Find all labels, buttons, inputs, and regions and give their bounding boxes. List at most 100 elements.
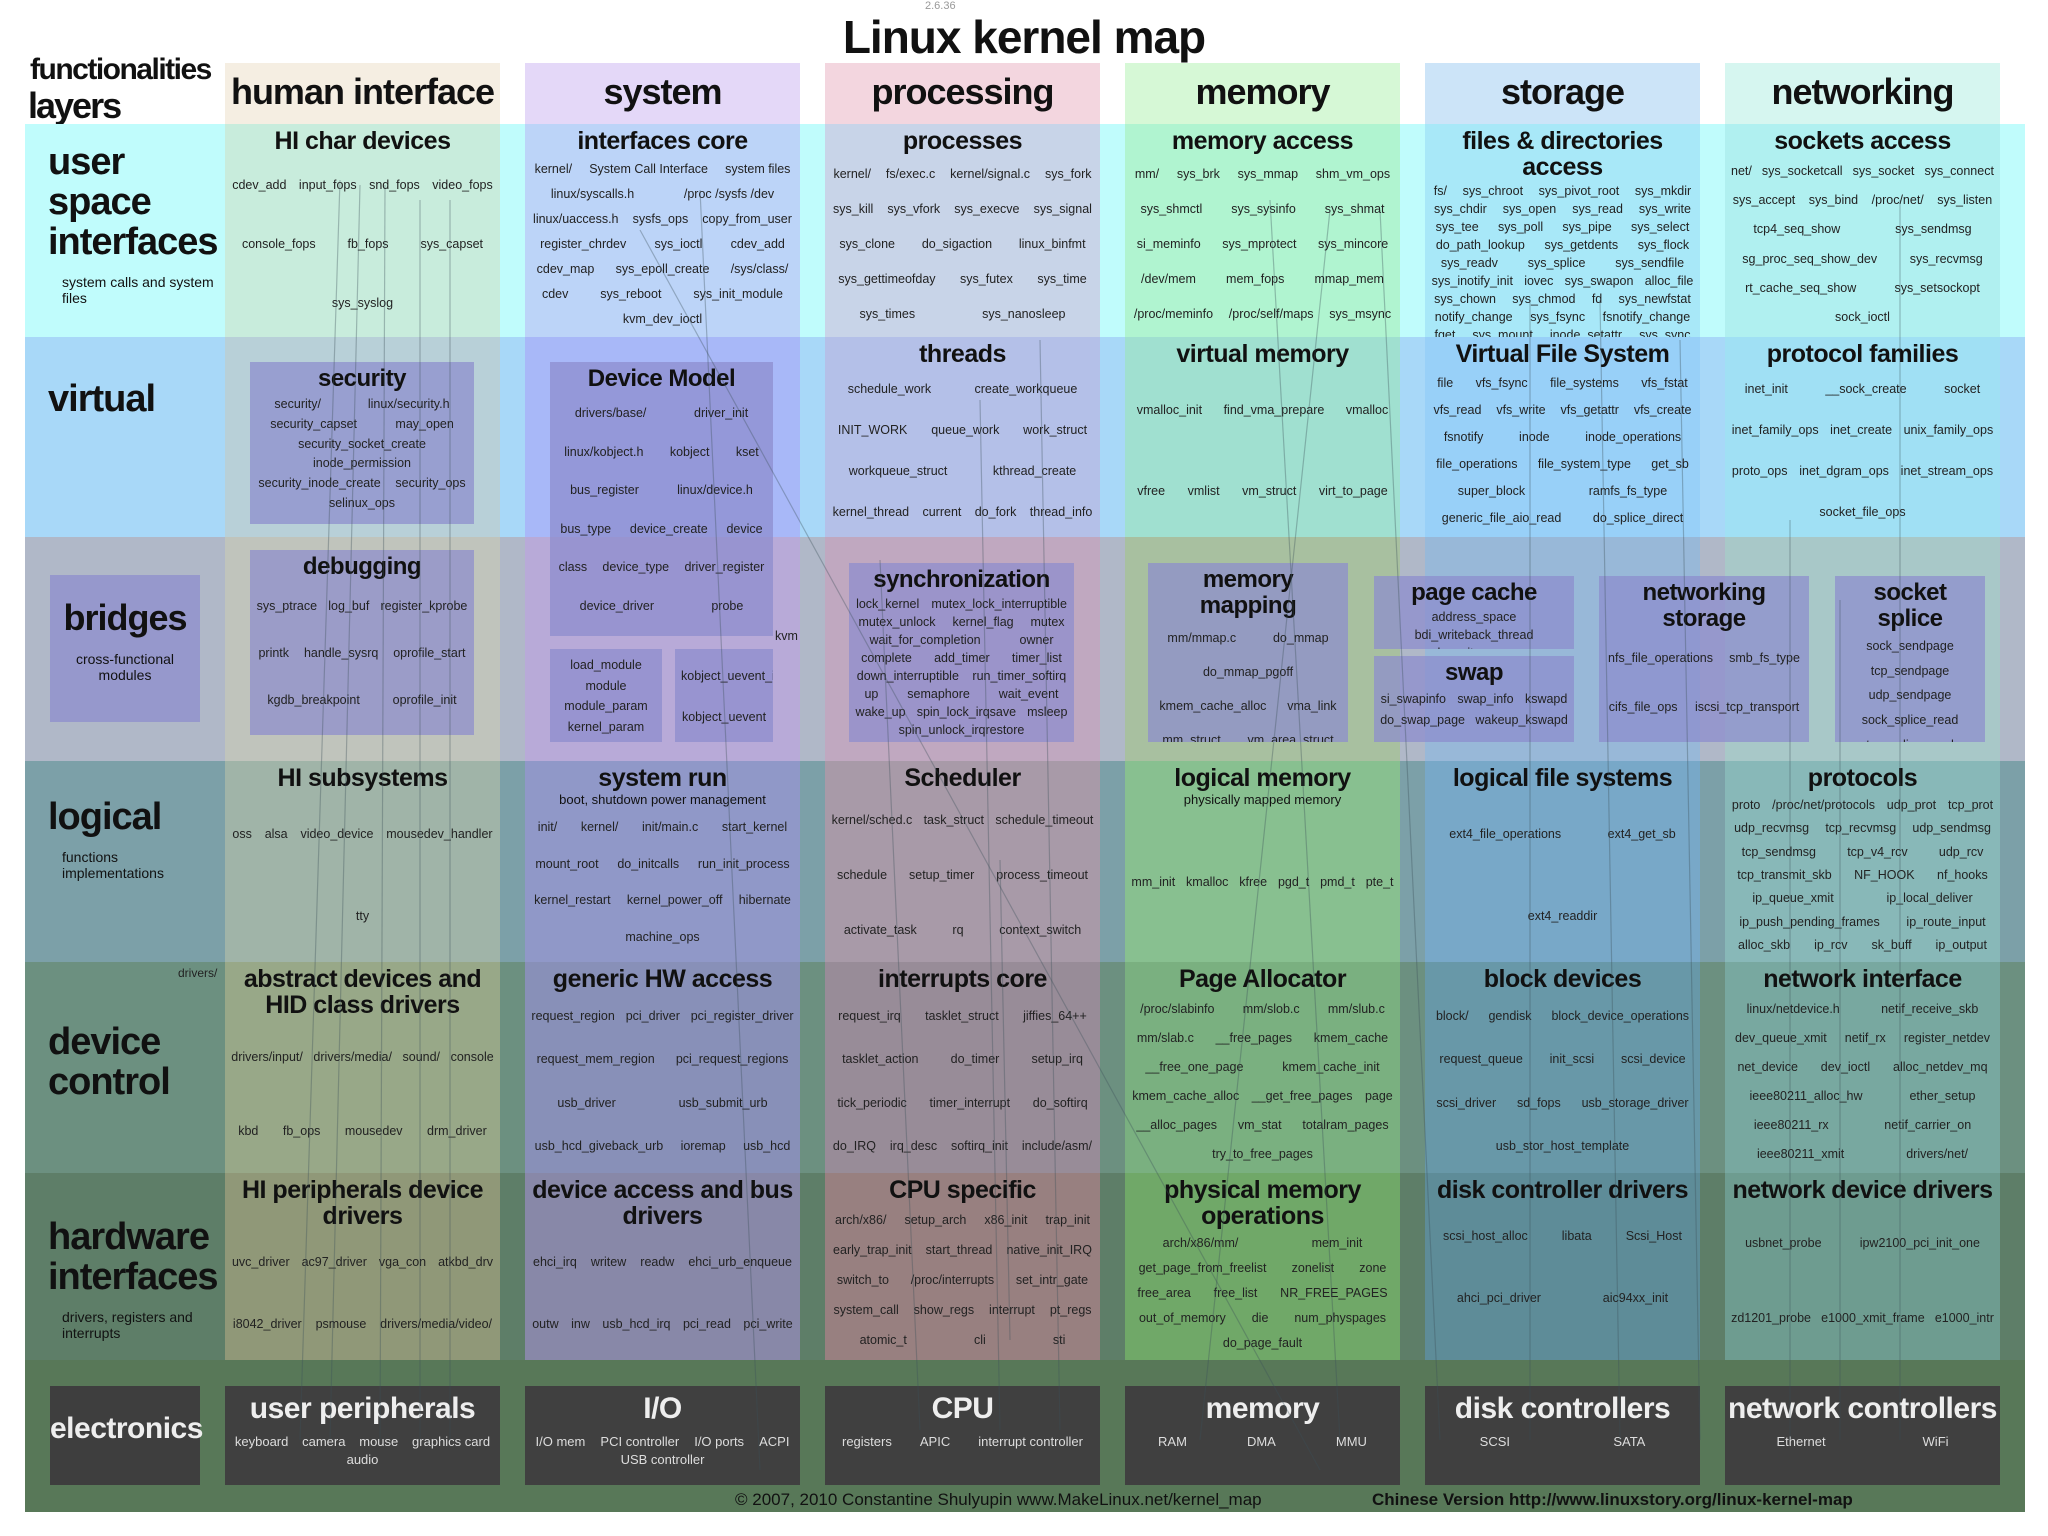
kernel-symbol: ip_output <box>1935 938 1987 953</box>
chinese-version-link[interactable]: Chinese Version http://www.linuxstory.or… <box>1372 1490 1853 1509</box>
kernel-symbol: ip_queue_xmit <box>1752 891 1834 906</box>
kernel-symbol: early_trap_init <box>833 1243 912 1257</box>
kernel-symbol: smb_fs_type <box>1729 651 1800 666</box>
hardware-user-peripherals: user peripherals keyboard camera mouse graph… <box>225 1386 500 1485</box>
kernel-symbol: atkbd_drv <box>438 1255 493 1269</box>
cell-items: net/sys_socketcall sys_socket sys_connect s… <box>1731 158 1994 331</box>
layer-name: electronics <box>50 1412 203 1445</box>
kernel-symbol: sys_mount <box>1472 328 1533 337</box>
kernel-symbol: sys_kill <box>833 201 874 216</box>
kernel-symbol: cdev_add <box>730 236 785 251</box>
hardware-component: SATA <box>1613 1434 1646 1449</box>
kernel-symbol: kernel/ <box>833 166 871 181</box>
kernel-symbol: ieee80211_xmit <box>1756 1146 1845 1161</box>
kernel-symbol: semaphore <box>907 687 970 701</box>
kernel-symbol: oss <box>232 827 252 841</box>
layer-description: system calls and system files <box>62 274 214 306</box>
cell-sockets-access: sockets access net/sys_socketcall sys_sock… <box>1725 124 2000 337</box>
kernel-symbol: num_physpages <box>1294 1310 1387 1325</box>
kernel-symbol: kmalloc <box>1186 875 1229 889</box>
kernel-symbol: schedule_work <box>847 382 932 397</box>
kernel-symbol: ieee80211_rx <box>1753 1117 1829 1132</box>
kernel-symbol: tcp_transmit_skb <box>1737 867 1832 882</box>
kernel-symbol: file_systems <box>1550 375 1619 390</box>
kernel-symbol: dev_ioctl <box>1820 1059 1871 1074</box>
kernel-symbol: sys_read <box>1572 202 1623 216</box>
kernel-symbol: pci_driver <box>625 1008 680 1023</box>
cell-title: virtual memory <box>1176 340 1349 368</box>
cell-items: mm_init kmalloc kfree pgd_t pmd_t pte_t <box>1131 811 1394 954</box>
kernel-symbol: mm/slab.c <box>1136 1030 1194 1045</box>
kernel-symbol: kernel_flag <box>952 615 1014 629</box>
hardware-component: ACPI <box>759 1434 790 1449</box>
kernel-symbol: softirq_init <box>950 1139 1008 1154</box>
kernel-symbol: tasklet_struct <box>925 1008 999 1023</box>
kernel-symbol: show_regs <box>913 1303 975 1317</box>
hardware-component: Ethernet <box>1776 1434 1826 1449</box>
kernel-symbol: video_device <box>300 827 374 841</box>
kernel-symbol: do_initcalls <box>617 856 680 871</box>
cell-hi-char-devices: HI char devices cdev_add input_fops snd_fop… <box>225 124 500 337</box>
cell-items: arch/x86/setup_arch x86_init trap_init earl… <box>831 1207 1094 1354</box>
kernel-symbol: lock_kernel <box>856 597 920 611</box>
kernel-symbol: mem_init <box>1311 1236 1363 1251</box>
kernel-symbol: activate_task <box>843 922 917 937</box>
kernel-symbol: inet_stream_ops <box>1900 463 1994 478</box>
kernel-symbol: kernel_thread <box>832 504 910 519</box>
cell-items: block/gendisk block_device_operations requ… <box>1431 996 1694 1167</box>
kernel-symbol: sys_setsockopt <box>1894 280 1980 295</box>
kernel-symbol: device_create <box>629 521 708 536</box>
kernel-symbol: kobject <box>669 444 710 459</box>
kernel-symbol: ip_local_deliver <box>1886 891 1973 906</box>
kernel-symbol: device_type <box>602 560 670 575</box>
cell-items: proto/proc/net/protocols udp_prot tcp_prot… <box>1731 795 1994 956</box>
kernel-symbol: init/main.c <box>641 820 699 835</box>
kernel-symbol: module <box>585 678 627 693</box>
kernel-symbol: setup_irq <box>1031 1052 1083 1067</box>
kernel-symbol: ramfs_fs_type <box>1588 484 1668 499</box>
cell-title: physical memory operations <box>1164 1176 1361 1230</box>
kernel-symbol: scsi_host_alloc <box>1443 1229 1528 1243</box>
kernel-symbol: owner <box>1019 633 1054 647</box>
hardware-items: registers APIC interrupt controller <box>825 1434 1100 1449</box>
kernel-symbol: arch/x86/mm/ <box>1162 1236 1239 1251</box>
kernel-symbol: INIT_WORK <box>837 423 908 438</box>
kernel-symbol: get_sb <box>1651 457 1689 472</box>
kernel-symbol: cli <box>973 1333 986 1347</box>
kernel-symbol: pci_read <box>682 1317 731 1331</box>
kernel-symbol: kgdb_breakpoint <box>267 693 360 708</box>
kernel-symbol: ieee80211_alloc_hw <box>1749 1088 1863 1103</box>
kernel-symbol: kvm <box>775 629 798 643</box>
kernel-symbol: do_mmap_pgoff <box>1202 665 1294 679</box>
cell-items: request_region pci_driver pci_register_dri… <box>531 996 794 1167</box>
kernel-symbol: sys_times <box>859 307 916 322</box>
kernel-symbol: ahci_pci_driver <box>1456 1291 1541 1305</box>
kernel-symbol: system_call <box>833 1303 899 1317</box>
cell-items: arch/x86/mm/mem_init get_page_from_freeli… <box>1131 1233 1394 1354</box>
kernel-symbol: input_fops <box>298 178 357 193</box>
kernel-symbol: security_inode_create <box>258 476 381 491</box>
kernel-symbol: process_timeout <box>996 867 1088 882</box>
layer-name: bridges <box>63 597 187 638</box>
hardware-items: keyboard camera mouse graphics card audio <box>225 1434 500 1467</box>
kernel-symbol: do_softirq <box>1032 1095 1088 1110</box>
kernel-symbol: sys_ioctl <box>654 236 703 251</box>
kernel-symbol: do_page_fault <box>1222 1335 1303 1350</box>
kernel-symbol: drivers/base/ <box>574 406 647 421</box>
kernel-symbol: sys_chroot <box>1462 184 1524 198</box>
box-title: networking storage <box>1642 579 1766 632</box>
kernel-symbol: oprofile_init <box>392 693 457 708</box>
box-title: debugging <box>302 553 422 580</box>
kernel-symbol: alloc_skb <box>1738 938 1791 953</box>
hardware-cpu: CPU registers APIC interrupt controller <box>825 1386 1100 1485</box>
kernel-symbol: native_init_IRQ <box>1006 1243 1092 1257</box>
layer-label-logical: logical functions implementations <box>48 797 222 881</box>
kernel-symbol: vm_stat <box>1237 1117 1282 1132</box>
cell-items: oss alsa video_device mousedev_handler tty <box>231 795 494 956</box>
box-security: security security/linux/security.h securit… <box>250 362 474 524</box>
kernel-symbol: kset <box>735 444 759 459</box>
box-device-model: Device Model drivers/base/driver_init linu… <box>550 362 773 636</box>
kernel-symbol: inode <box>1519 429 1550 444</box>
box-items: sock_sendpage tcp_sendpage udp_sendpage soc… <box>1841 636 1979 742</box>
kernel-symbol: video_fops <box>432 178 493 193</box>
